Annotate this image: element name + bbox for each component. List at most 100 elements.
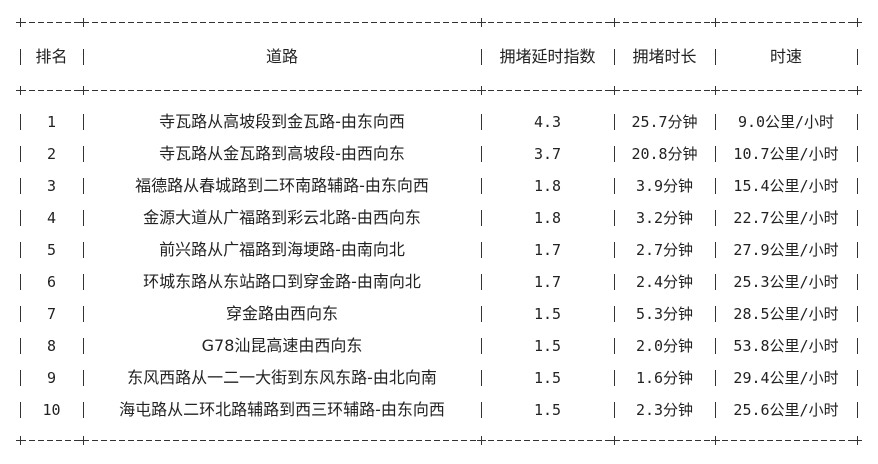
border-corner [853,436,862,445]
header-speed: 时速 [769,47,802,66]
column-separator [715,242,716,258]
cell-duration: 2.7分钟 [635,241,694,259]
cell-rank: 2 [46,145,57,163]
column-separator [481,402,482,418]
cell-speed: 25.3公里/小时 [733,273,839,291]
column-separator [481,178,482,194]
column-separator [481,370,482,386]
column-separator [20,178,21,194]
border-corner [711,436,720,445]
border-corner [711,86,720,95]
cell-speed: 27.9公里/小时 [733,241,839,259]
cell-rank: 1 [46,113,57,131]
border-corner [711,18,720,27]
cell-duration: 20.8分钟 [631,145,698,163]
cell-speed: 25.6公里/小时 [733,401,839,419]
column-separator [857,210,858,226]
column-separator [715,49,716,65]
column-separator [20,370,21,386]
cell-rank: 10 [42,401,61,419]
border-corner [610,86,619,95]
column-separator [857,274,858,290]
column-separator [83,210,84,226]
column-separator [614,402,615,418]
cell-rank: 9 [46,369,57,387]
column-separator [481,274,482,290]
border-corner [16,18,25,27]
column-separator [614,338,615,354]
column-separator [614,49,615,65]
column-separator [83,274,84,290]
column-separator [614,274,615,290]
column-separator [715,402,716,418]
cell-rank: 4 [46,209,57,227]
column-separator [715,146,716,162]
cell-rank: 7 [46,305,57,323]
column-separator [481,338,482,354]
border-corner [477,436,486,445]
column-separator [83,402,84,418]
cell-road: 东风西路从一二一大街到东风东路-由北向南 [127,368,437,387]
column-separator [83,178,84,194]
cell-delay-index: 1.7 [533,273,562,291]
column-separator [20,306,21,322]
cell-speed: 10.7公里/小时 [733,145,839,163]
column-separator [83,242,84,258]
column-separator [715,274,716,290]
column-separator [715,370,716,386]
cell-road: G78汕昆高速由西向东 [201,336,363,355]
column-separator [20,338,21,354]
column-separator [857,338,858,354]
column-separator [83,114,84,130]
column-separator [20,210,21,226]
table-border-line [20,90,858,91]
column-separator [83,146,84,162]
border-corner [853,86,862,95]
cell-duration: 2.0分钟 [635,337,694,355]
border-corner [477,86,486,95]
cell-duration: 3.2分钟 [635,209,694,227]
column-separator [481,306,482,322]
column-separator [83,306,84,322]
column-separator [857,146,858,162]
cell-road: 穿金路由西向东 [225,304,338,323]
column-separator [20,114,21,130]
table-border-line [20,22,858,23]
cell-speed: 53.8公里/小时 [733,337,839,355]
cell-delay-index: 1.8 [533,177,562,195]
cell-delay-index: 1.8 [533,209,562,227]
cell-delay-index: 1.5 [533,337,562,355]
cell-road: 前兴路从广福路到海埂路-由南向北 [159,240,405,259]
column-separator [857,242,858,258]
column-separator [715,210,716,226]
header-duration: 拥堵时长 [632,47,697,66]
cell-road: 环城东路从东站路口到穿金路-由南向北 [143,272,421,291]
cell-speed: 29.4公里/小时 [733,369,839,387]
cell-delay-index: 1.5 [533,369,562,387]
column-separator [481,242,482,258]
cell-delay-index: 1.7 [533,241,562,259]
cell-delay-index: 1.5 [533,401,562,419]
header-road: 道路 [265,47,298,66]
cell-rank: 3 [46,177,57,195]
column-separator [715,178,716,194]
column-separator [20,274,21,290]
column-separator [857,114,858,130]
border-corner [79,18,88,27]
column-separator [857,402,858,418]
border-corner [79,436,88,445]
cell-speed: 22.7公里/小时 [733,209,839,227]
column-separator [614,178,615,194]
cell-road: 金源大道从广福路到彩云北路-由西向东 [143,208,421,227]
cell-rank: 5 [46,241,57,259]
column-separator [715,338,716,354]
column-separator [614,146,615,162]
cell-speed: 15.4公里/小时 [733,177,839,195]
border-corner [610,436,619,445]
column-separator [857,178,858,194]
cell-duration: 2.4分钟 [635,273,694,291]
column-separator [481,210,482,226]
column-separator [20,146,21,162]
border-corner [16,436,25,445]
cell-rank: 8 [46,337,57,355]
